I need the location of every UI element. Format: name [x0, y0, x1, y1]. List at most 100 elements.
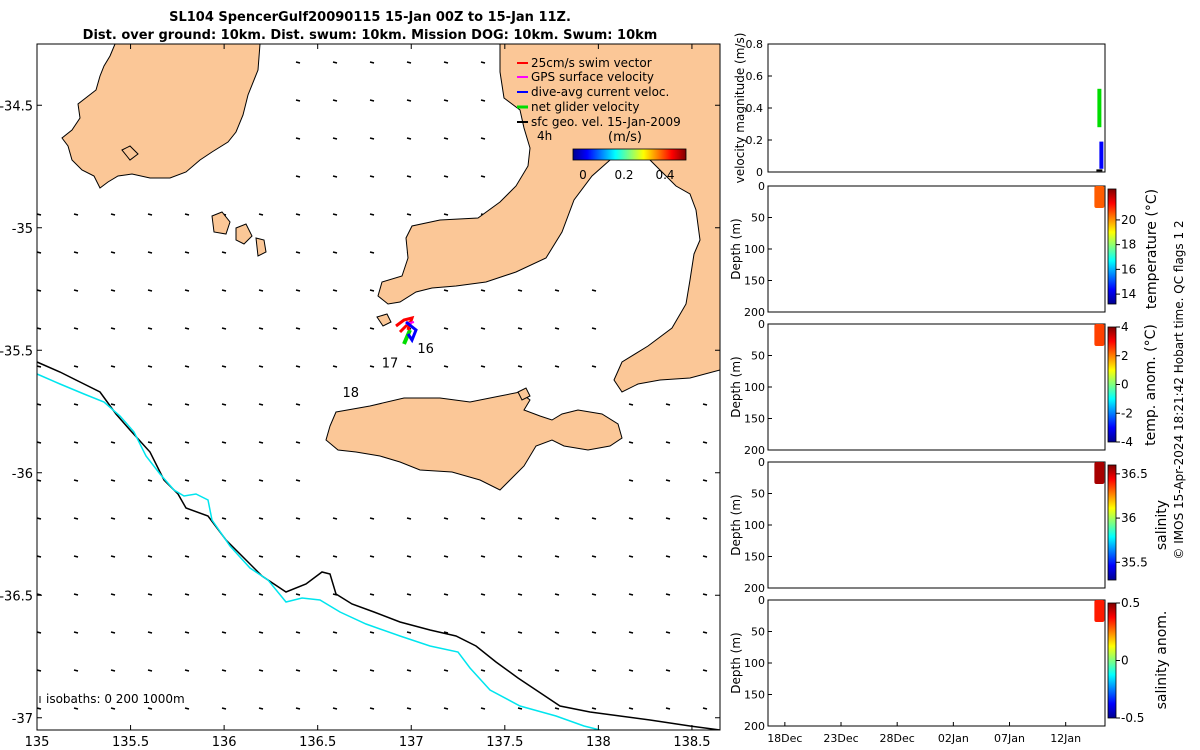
- colorbar-tick-label: 36: [1121, 511, 1136, 525]
- sfc-geo-velocity-arrow: [258, 479, 264, 482]
- salinity-profile: [1094, 462, 1105, 485]
- legend-entry: GPS surface velocity: [531, 70, 654, 84]
- sfc-geo-velocity-arrow: [295, 403, 301, 406]
- legend-entry: 25cm/s swim vector: [531, 56, 652, 70]
- depth-y-tick-label: 100: [744, 381, 765, 394]
- sfc-geo-velocity-arrow: [406, 517, 412, 520]
- sfc-geo-velocity-arrow: [221, 479, 227, 482]
- sfc-geo-velocity-arrow: [73, 251, 79, 254]
- sfc-geo-velocity-arrow: [221, 441, 227, 444]
- salinity-colorbar-ticks: 35.5 36 36.5: [1116, 467, 1148, 569]
- sfc-geo-velocity-arrow: [147, 707, 153, 710]
- map-legend: 25cm/s swim vector GPS surface velocity …: [517, 56, 687, 182]
- sfc-geo-velocity-arrow: [406, 137, 412, 140]
- sfc-geo-velocity-arrow: [665, 517, 671, 520]
- map-y-tick-label: -36: [12, 467, 33, 482]
- sfc-geo-velocity-arrow: [443, 61, 449, 64]
- temperature-y-axis: 0 50 100 150 200: [744, 180, 772, 319]
- map-content: 16 17 18: [37, 44, 720, 730]
- sfc-geo-velocity-arrow: [295, 593, 301, 596]
- depth-y-tick-label: 100: [744, 519, 765, 532]
- isobath-1000m: [37, 373, 601, 730]
- temp-anom-colorbar-ticks: -4 -2 0 2 4: [1116, 320, 1133, 449]
- sfc-geo-velocity-arrow: [295, 251, 301, 254]
- depth-y-tick-label: 0: [758, 594, 765, 607]
- sfc-geo-velocity-arrow: [517, 631, 523, 634]
- sal-anom-panel: 0 50 100 150 200 Depth (m) -0.5 0 0.5 salinity…: [729, 594, 1170, 745]
- sfc-geo-velocity-arrow: [369, 289, 375, 292]
- sfc-geo-velocity-arrow: [258, 441, 264, 444]
- temperature-profile: [1094, 186, 1105, 209]
- sfc-geo-velocity-arrow: [406, 175, 412, 178]
- sfc-geo-velocity-arrow: [406, 593, 412, 596]
- sfc-geo-velocity-arrow: [369, 365, 375, 368]
- sfc-geo-velocity-arrow: [147, 213, 153, 216]
- sfc-geo-velocity-arrow: [702, 593, 708, 596]
- sfc-geo-velocity-arrow: [184, 403, 190, 406]
- sfc-geo-velocity-arrow: [73, 593, 79, 596]
- sfc-geo-velocity-arrow: [295, 99, 301, 102]
- sfc-geo-velocity-arrow: [147, 479, 153, 482]
- sfc-geo-velocity-arrow: [591, 289, 597, 292]
- sfc-geo-velocity-arrow: [517, 707, 523, 710]
- sfc-geo-velocity-arrow: [258, 403, 264, 406]
- sfc-geo-velocity-arrow: [406, 365, 412, 368]
- sfc-geo-velocity-arrow: [37, 707, 42, 710]
- sal-anom-axes-box: [767, 599, 1106, 727]
- sfc-geo-velocity-arrow: [443, 517, 449, 520]
- sfc-geo-velocity-arrow: [110, 631, 116, 634]
- velocity-panel: 0 0.2 0.4 0.6 0.8 velocity magnitude (m/s): [733, 33, 1106, 183]
- sfc-geo-velocity-arrow: [147, 593, 153, 596]
- temperature-axes-box: [767, 185, 1106, 313]
- sfc-geo-velocity-arrow: [517, 289, 523, 292]
- sfc-geo-velocity-arrow: [332, 175, 338, 178]
- sfc-geo-velocity-arrow: [443, 707, 449, 710]
- sal-anom-ylabel: Depth (m): [729, 632, 743, 693]
- sfc-geo-velocity-arrow: [73, 517, 79, 520]
- land-islet: [211, 211, 231, 235]
- sfc-geo-velocity-arrow: [295, 517, 301, 520]
- sfc-geo-velocity-arrow: [184, 669, 190, 672]
- sfc-geo-velocity-arrow: [37, 403, 42, 406]
- sfc-geo-velocity-arrow: [369, 251, 375, 254]
- sfc-geo-velocity-arrow: [517, 365, 523, 368]
- sfc-geo-velocity-arrow: [406, 669, 412, 672]
- sfc-geo-velocity-arrow: [37, 251, 42, 254]
- sfc-geo-velocity-arrow: [73, 365, 79, 368]
- date-tick-label: 02Jan: [938, 732, 969, 745]
- sfc-geo-velocity-arrow: [591, 365, 597, 368]
- track-label: 16: [417, 342, 434, 357]
- sfc-geo-velocity-arrow: [443, 175, 449, 178]
- depth-y-tick-label: 150: [744, 413, 765, 426]
- sfc-geo-velocity-arrow: [221, 365, 227, 368]
- map-panel: 16 17 18 135 135.5 136 136.5 137 137.5 138 138.…: [0, 43, 721, 750]
- sal-anom-y-axis: 0 50 100 150 200: [744, 594, 772, 733]
- temp-anom-y-axis: 0 50 100 150 200: [744, 318, 772, 457]
- sfc-geo-velocity-arrow: [591, 669, 597, 672]
- isobaths-label: isobaths: 0 200 1000m: [46, 692, 185, 706]
- sfc-geo-velocity-arrow: [628, 517, 634, 520]
- sfc-geo-velocity-arrow: [332, 631, 338, 634]
- sfc-geo-velocity-arrow: [184, 251, 190, 254]
- sfc-geo-velocity-arrow: [665, 555, 671, 558]
- land-islet: [376, 313, 392, 327]
- sfc-geo-velocity-arrow: [258, 517, 264, 520]
- depth-y-tick-label: 200: [744, 582, 765, 595]
- sal-anom-colorbar-ticks: -0.5 0 0.5: [1116, 596, 1144, 725]
- sfc-geo-velocity-arrow: [110, 593, 116, 596]
- map-y-tick-label: -35: [12, 222, 33, 237]
- date-tick-label: 23Dec: [823, 732, 858, 745]
- salinity-ylabel: Depth (m): [729, 494, 743, 555]
- sfc-geo-velocity-arrow: [369, 213, 375, 216]
- sfc-geo-velocity-arrow: [665, 707, 671, 710]
- sfc-geo-velocity-arrow: [702, 631, 708, 634]
- sfc-geo-velocity-arrow: [443, 327, 449, 330]
- sfc-geo-velocity-arrow: [332, 327, 338, 330]
- sfc-geo-velocity-arrow: [258, 631, 264, 634]
- map-x-tick-label: 135: [25, 735, 50, 750]
- right-panels: 0 0.2 0.4 0.6 0.8 velocity magnitude (m/s) 0…: [729, 33, 1186, 745]
- profile-mark: [1094, 462, 1105, 485]
- sfc-geo-velocity-arrow: [591, 593, 597, 596]
- map-x-tick-label: 138: [586, 735, 611, 750]
